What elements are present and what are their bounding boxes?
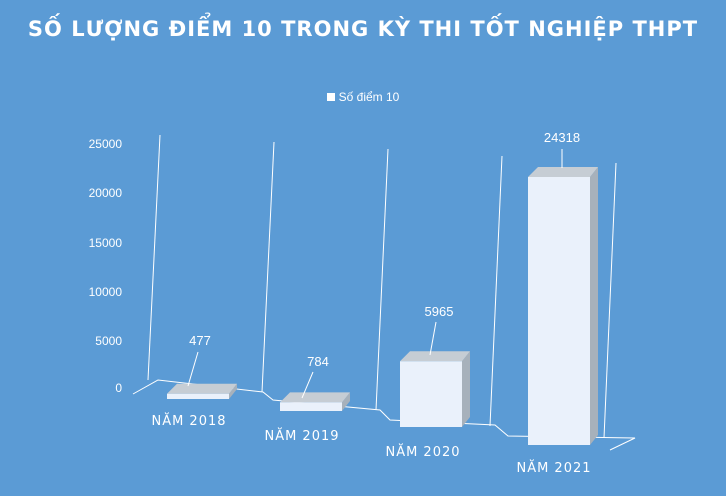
data-label: 784	[307, 354, 329, 369]
chart-title: SỐ LƯỢNG ĐIỂM 10 TRONG KỲ THI TỐT NGHIỆP…	[27, 17, 699, 41]
data-label: 5965	[425, 304, 454, 319]
gridline	[603, 162, 617, 439]
bar-side	[229, 383, 237, 399]
bar-top	[280, 392, 350, 403]
bar	[528, 177, 590, 445]
gridline	[261, 141, 275, 393]
bar-side	[342, 392, 350, 411]
x-tick-label: NĂM 2021	[516, 460, 591, 476]
x-tick-label: NĂM 2018	[151, 413, 226, 429]
bar	[280, 402, 342, 411]
data-label-leader	[187, 351, 199, 387]
data-label-leader	[429, 321, 437, 356]
legend-label: Số điểm 10	[338, 90, 400, 104]
legend-swatch	[326, 93, 335, 101]
x-tick-label: NĂM 2019	[264, 428, 339, 444]
bar	[400, 361, 462, 427]
bar-top	[167, 383, 237, 394]
y-tick-label: 20000	[89, 186, 123, 200]
legend: Số điểm 10	[0, 90, 726, 104]
x-tick-label: NĂM 2020	[385, 444, 460, 460]
data-label: 24318	[544, 130, 580, 145]
y-tick-label: 15000	[89, 236, 123, 250]
gridline	[147, 134, 161, 381]
bar-top	[400, 351, 470, 362]
bar-side	[590, 167, 598, 445]
y-tick-label: 0	[115, 381, 122, 395]
bar	[167, 393, 229, 399]
bar-top	[528, 167, 598, 177]
y-tick-label: 5000	[95, 334, 122, 348]
y-tick-label: 10000	[89, 285, 123, 299]
data-label-leader	[301, 371, 314, 399]
data-label: 477	[189, 333, 211, 348]
bar-side	[462, 351, 470, 427]
y-tick-label: 25000	[89, 137, 123, 151]
gridline	[375, 148, 389, 411]
gridline	[489, 155, 503, 427]
